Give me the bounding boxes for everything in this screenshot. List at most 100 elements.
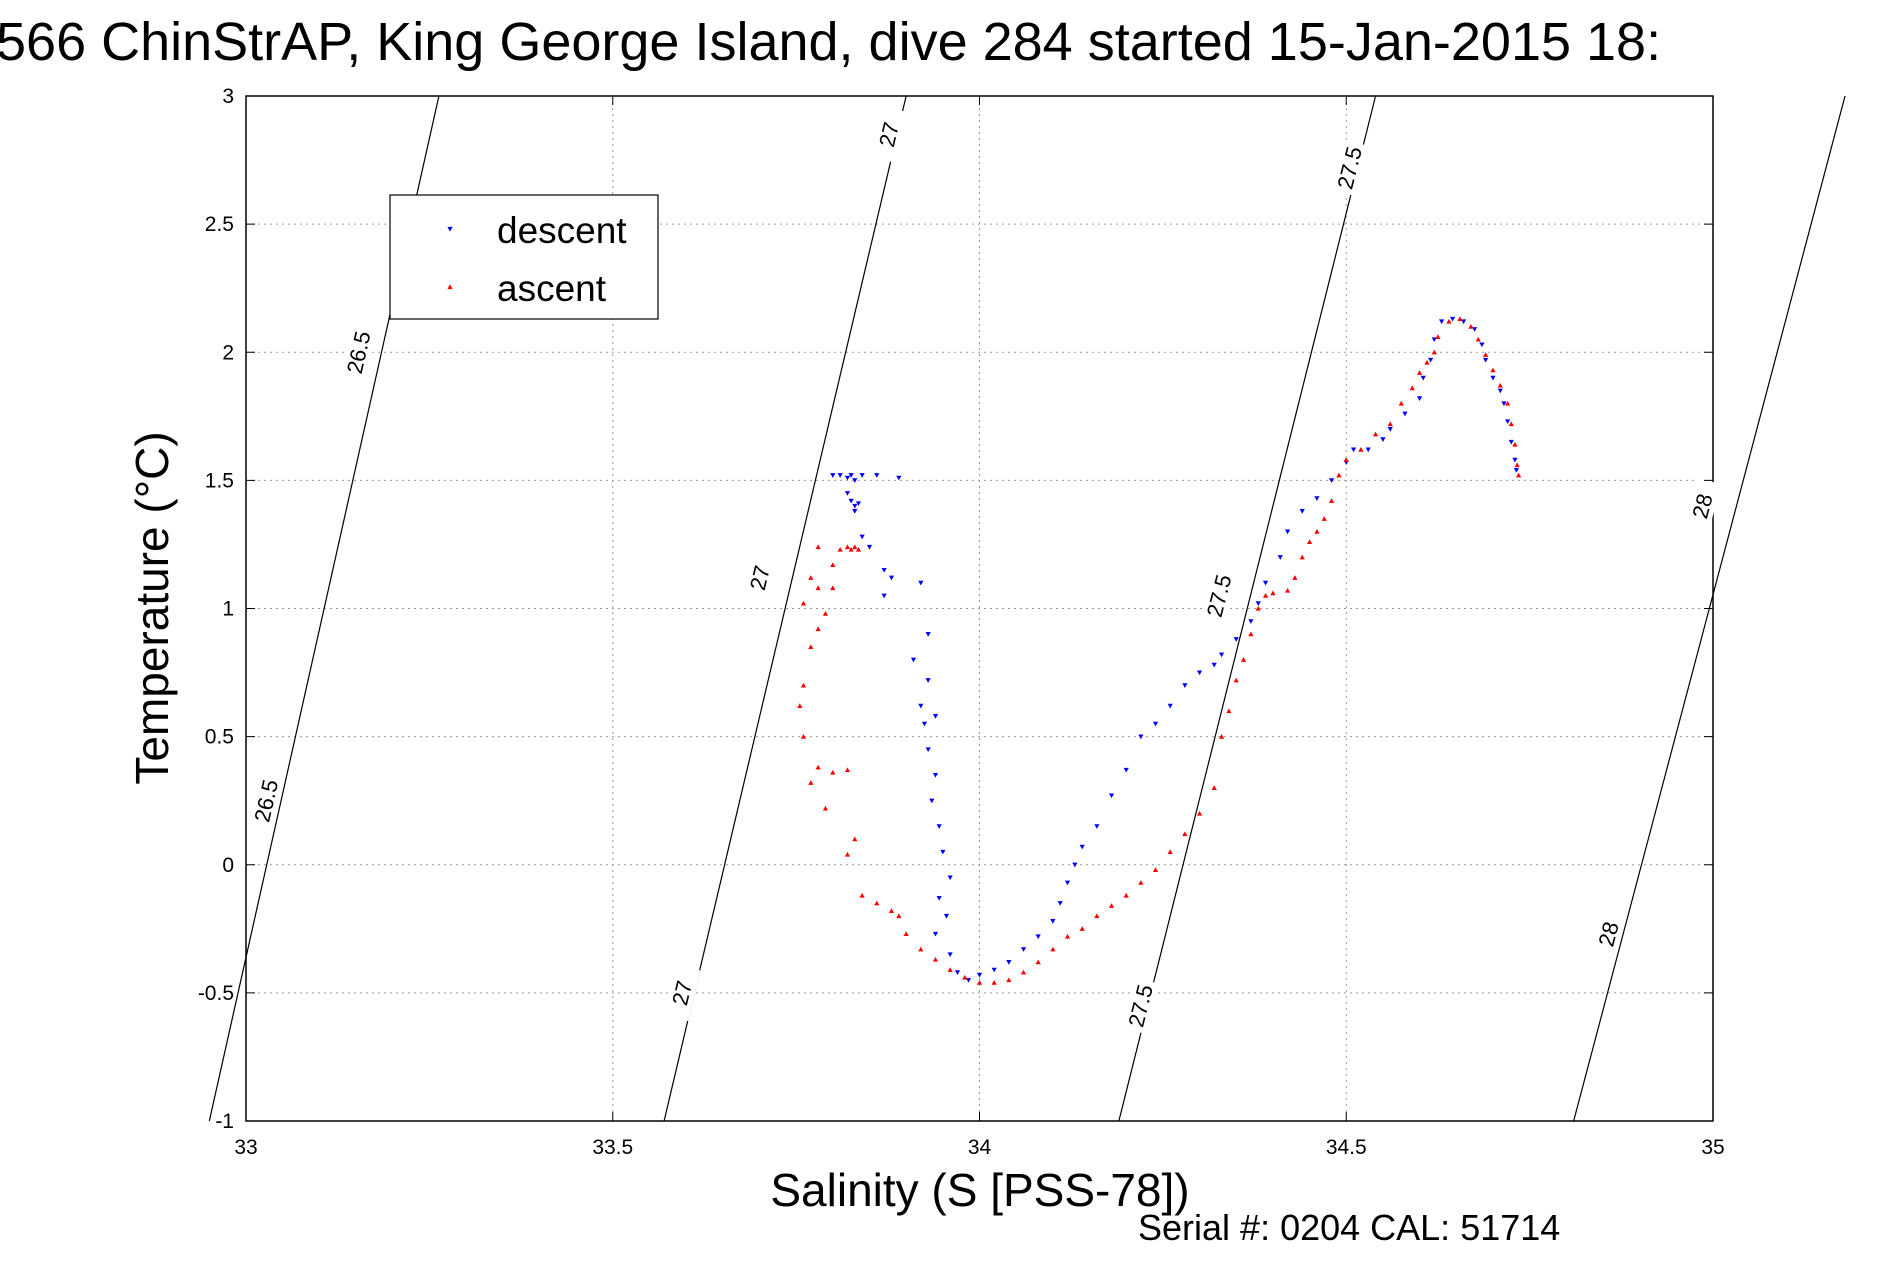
isopycnal-label-bg: [1330, 139, 1369, 197]
ascent-point: [1514, 462, 1520, 468]
descent-point: [1472, 327, 1478, 332]
ascent-point: [1372, 431, 1379, 437]
ascent-point: [808, 575, 814, 580]
descent-point: [1512, 457, 1518, 463]
ascent-point: [1248, 631, 1254, 637]
y-axis-label: Temperature (°C): [126, 431, 178, 784]
descent-point: [859, 534, 865, 540]
ascent-point: [844, 544, 851, 550]
ascent-point: [1512, 441, 1518, 447]
descent-point: [1461, 319, 1467, 325]
descent-point: [932, 931, 939, 937]
descent-point: [1211, 662, 1217, 668]
descent-point: [1328, 478, 1335, 483]
descent-point: [1262, 580, 1269, 586]
ascent-point: [962, 974, 968, 980]
ascent-point: [1490, 367, 1496, 373]
descent-point: [855, 501, 862, 507]
ascent-point: [1079, 926, 1085, 931]
descent-point: [1479, 342, 1485, 348]
data-points: [797, 316, 1522, 985]
descent-point: [1138, 734, 1144, 740]
descent-point: [881, 593, 887, 599]
ascent-point: [800, 734, 807, 739]
ascent-point: [837, 546, 843, 552]
ascent-point: [815, 544, 821, 550]
ascent-point: [1270, 590, 1276, 596]
ascent-point: [888, 908, 895, 913]
ascent-point: [896, 913, 902, 919]
descent-point: [1284, 529, 1291, 535]
descent-point: [936, 895, 942, 901]
axis-ticks: 33 33.5 34 34.5 35 -1 -0.5 0 0.5 1 1.5 2 2.5 3: [198, 85, 1725, 1159]
ascent-point: [1226, 708, 1232, 714]
legend: descent ascent: [389, 194, 659, 320]
y-tick-label: 2.5: [205, 213, 234, 236]
descent-point: [1501, 401, 1507, 407]
ascent-point: [822, 611, 829, 616]
ascent-point: [815, 626, 821, 632]
descent-point: [1508, 439, 1514, 445]
legend-ascent-marker: [447, 284, 453, 290]
ascent-point: [1398, 400, 1404, 406]
ascent-point: [1424, 359, 1430, 365]
ascent-point: [947, 967, 953, 972]
y-tick-label: 3: [222, 85, 234, 108]
ascent-point: [800, 600, 807, 606]
ascent-point: [1508, 421, 1514, 427]
ascent-point: [1108, 903, 1115, 908]
isopycnal-label-bg: [663, 964, 701, 1022]
descent-point: [921, 721, 928, 727]
ascent-point: [1431, 349, 1437, 355]
descent-point: [1277, 555, 1283, 560]
ascent-point: [1233, 677, 1239, 683]
ascent-point: [1167, 849, 1173, 855]
ascent-point: [1497, 382, 1503, 388]
descent-point: [1233, 637, 1239, 642]
ascent-point: [1123, 892, 1129, 898]
legend-marker-ascent: [447, 284, 453, 290]
descent-point: [965, 977, 972, 983]
descent-point: [837, 473, 843, 478]
isopycnal-label-bg: [740, 549, 779, 607]
ascent-point: [976, 980, 983, 985]
ascent-point: [830, 562, 836, 568]
ascent-point: [1468, 324, 1474, 329]
ascent-point: [1020, 969, 1027, 975]
grid: [246, 96, 1713, 1121]
descent-point: [925, 632, 931, 637]
legend-descent-marker: [447, 226, 453, 232]
isopycnal-label-bg: [1121, 977, 1160, 1035]
descent-point: [1420, 375, 1426, 381]
descent-point: [866, 544, 873, 550]
descent-point: [910, 657, 917, 663]
isopycnal-27: [663, 95, 907, 1122]
descent-point: [1255, 601, 1261, 606]
ascent-point: [1358, 447, 1364, 452]
descent-point: [1450, 316, 1456, 322]
isopycnal-label-bg: [339, 324, 377, 381]
ascent-point: [918, 946, 924, 952]
legend-box: [389, 194, 659, 320]
x-tick-label: 34: [968, 1136, 992, 1159]
descent-point: [1094, 824, 1100, 829]
isopycnal-label-bg: [1588, 905, 1628, 963]
y-tick-label: -1: [215, 1110, 234, 1133]
descent-point: [1218, 652, 1225, 658]
ascent-point: [844, 851, 851, 857]
ascent-point: [1446, 318, 1452, 324]
x-tick-label: 34.5: [1326, 1136, 1367, 1159]
descent-point: [1350, 447, 1357, 453]
ascent-point: [1505, 400, 1511, 406]
ascent-point: [859, 892, 865, 898]
descent-point: [1505, 419, 1511, 425]
x-axis-label: Salinity (S [PSS-78]): [770, 1164, 1189, 1216]
ascent-point: [991, 980, 997, 985]
descent-point: [1064, 880, 1071, 886]
descent-point: [1248, 619, 1254, 624]
descent-point: [844, 475, 851, 481]
descent-point: [918, 703, 924, 709]
ascent-point: [1516, 472, 1522, 478]
